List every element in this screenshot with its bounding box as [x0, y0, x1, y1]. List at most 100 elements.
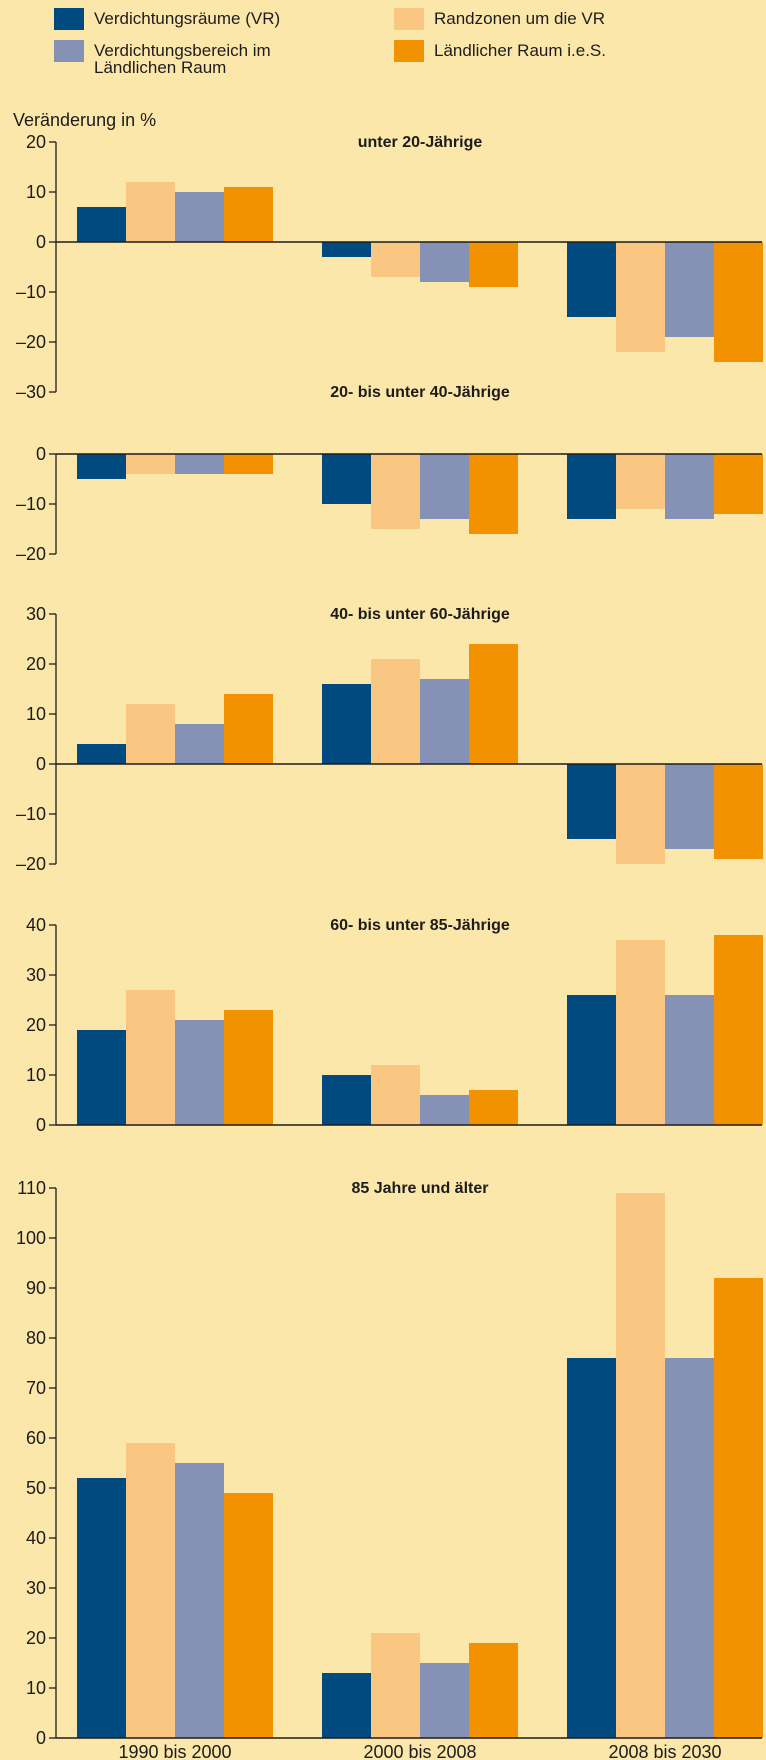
chart-title: 40- bis unter 60-Jährige: [330, 606, 510, 623]
y-tick-label: 20: [26, 654, 46, 674]
y-tick-label: 80: [26, 1328, 46, 1348]
bar: [371, 659, 420, 764]
bar: [616, 764, 665, 864]
y-tick-label: –10: [16, 494, 46, 514]
y-tick-label: 0: [36, 232, 46, 252]
bar: [224, 694, 273, 764]
bar: [665, 1358, 714, 1738]
bar: [322, 1075, 371, 1125]
bar: [616, 1193, 665, 1738]
bar: [77, 744, 126, 764]
y-tick-label: 20: [26, 1015, 46, 1035]
y-tick-label: 60: [26, 1428, 46, 1448]
bar: [371, 1633, 420, 1738]
bar: [175, 192, 224, 242]
chart-title: unter 20-Jährige: [358, 134, 483, 151]
legend-label: Ländlicher Raum i.e.S.: [434, 41, 606, 60]
bar: [175, 724, 224, 764]
y-tick-label: 10: [26, 182, 46, 202]
legend-item: Verdichtungsbereich im Ländlichen Raum: [54, 40, 324, 76]
bar: [567, 242, 616, 317]
legend-swatch: [54, 8, 84, 30]
bar: [126, 990, 175, 1125]
bar: [126, 182, 175, 242]
bar: [175, 1020, 224, 1125]
y-tick-label: 90: [26, 1278, 46, 1298]
bar: [567, 764, 616, 839]
bar: [224, 454, 273, 474]
bar: [714, 935, 763, 1125]
y-tick-label: 30: [26, 604, 46, 624]
y-tick-label: 0: [36, 754, 46, 774]
bar: [371, 1065, 420, 1125]
bar: [469, 242, 518, 287]
bar: [224, 187, 273, 242]
y-tick-label: 0: [36, 444, 46, 464]
y-tick-label: 20: [26, 132, 46, 152]
bar: [665, 454, 714, 519]
y-tick-label: 0: [36, 1115, 46, 1135]
bar: [224, 1010, 273, 1125]
bar: [665, 995, 714, 1125]
bar: [567, 995, 616, 1125]
chart-title: 60- bis unter 85-Jährige: [330, 917, 510, 934]
y-tick-label: 10: [26, 1065, 46, 1085]
y-tick-label: –20: [16, 854, 46, 874]
bar: [371, 242, 420, 277]
y-tick-label: –10: [16, 282, 46, 302]
bar: [714, 1278, 763, 1738]
chart-title: 20- bis unter 40-Jährige: [330, 384, 510, 401]
bar: [665, 242, 714, 337]
x-category-label: 1990 bis 2000: [118, 1742, 231, 1760]
bar: [322, 242, 371, 257]
bar: [77, 207, 126, 242]
bar: [714, 242, 763, 362]
y-tick-label: 70: [26, 1378, 46, 1398]
bar: [322, 1673, 371, 1738]
bar: [420, 242, 469, 282]
bar: [469, 1643, 518, 1738]
bar: [322, 684, 371, 764]
bar: [616, 454, 665, 509]
bar: [420, 679, 469, 764]
bar: [616, 242, 665, 352]
legend-label: Verdichtungsbereich im Ländlichen Raum: [94, 41, 271, 77]
bar: [224, 1493, 273, 1738]
y-tick-label: 110: [17, 1178, 46, 1198]
y-tick-label: –20: [16, 544, 46, 564]
bar: [126, 1443, 175, 1738]
x-category-label: 2000 bis 2008: [363, 1742, 476, 1760]
y-tick-label: 40: [26, 915, 46, 935]
bar: [175, 1463, 224, 1738]
legend-label: Verdichtungsräume (VR): [94, 9, 281, 28]
y-tick-label: 20: [26, 1628, 46, 1648]
chart-title: 85 Jahre und älter: [352, 1180, 489, 1197]
bar: [714, 454, 763, 514]
y-tick-label: 10: [26, 1678, 46, 1698]
y-tick-label: 10: [26, 704, 46, 724]
bar: [469, 644, 518, 764]
bar: [371, 454, 420, 529]
bar: [665, 764, 714, 849]
bar: [77, 1478, 126, 1738]
legend-label: Randzonen um die VR: [434, 9, 606, 28]
legend-item: Ländlicher Raum i.e.S.: [394, 40, 664, 62]
bar: [77, 1030, 126, 1125]
y-tick-label: 30: [26, 965, 46, 985]
bar: [567, 1358, 616, 1738]
bar: [420, 454, 469, 519]
bar: [420, 1663, 469, 1738]
bar: [469, 1090, 518, 1125]
bar: [616, 940, 665, 1125]
bar: [714, 764, 763, 859]
y-tick-label: 40: [26, 1528, 46, 1548]
legend-swatch: [394, 40, 424, 62]
y-tick-label: –20: [16, 332, 46, 352]
bar: [126, 454, 175, 474]
legend: Verdichtungsräume (VR) Randzonen um die …: [0, 0, 766, 90]
bar: [567, 454, 616, 519]
bar: [469, 454, 518, 534]
y-tick-label: 50: [26, 1478, 46, 1498]
y-tick-label: –10: [16, 804, 46, 824]
